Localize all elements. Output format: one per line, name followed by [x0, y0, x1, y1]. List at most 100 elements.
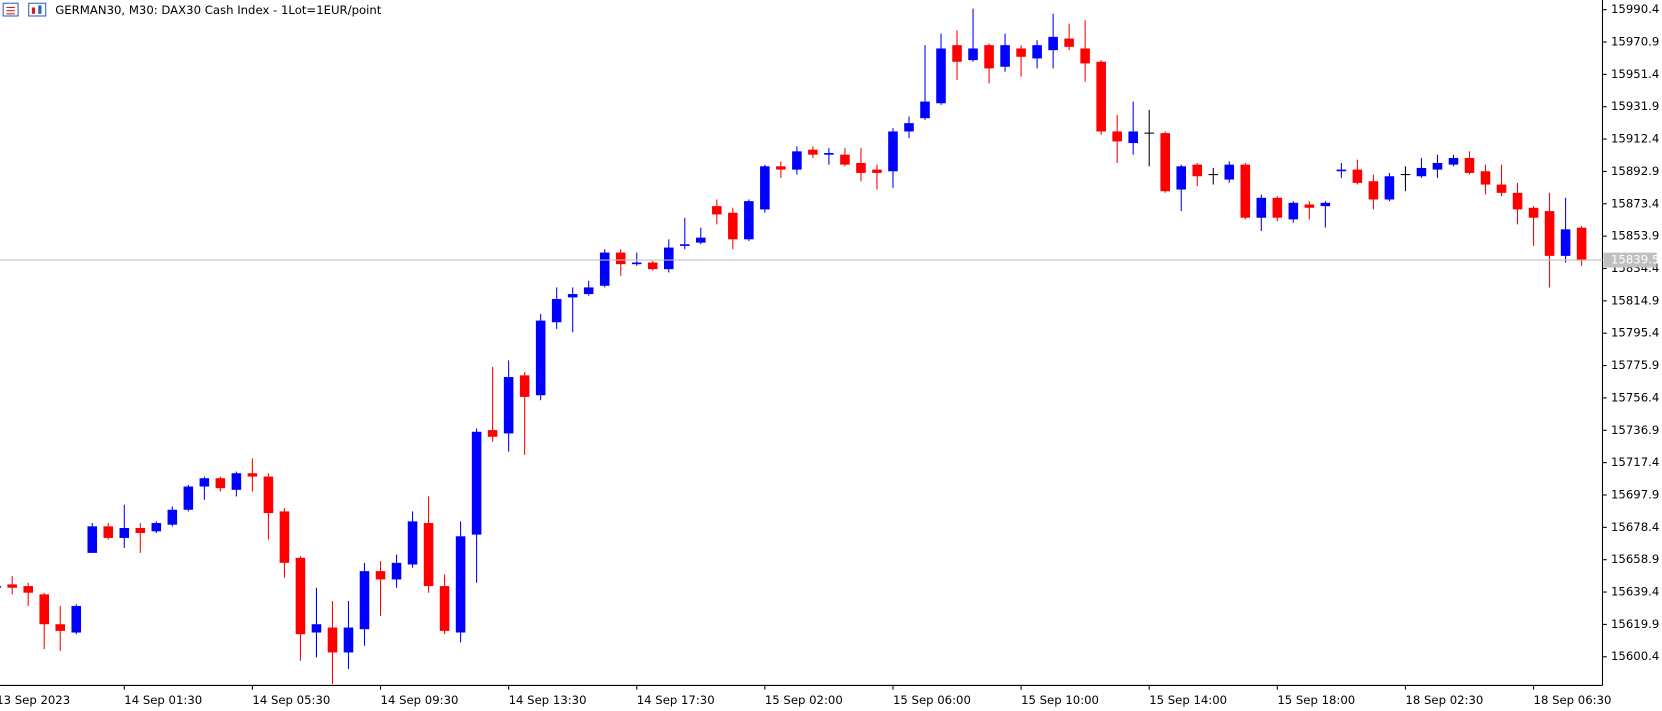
x-tick-label: 14 Sep 13:30: [509, 693, 587, 707]
candle-body: [888, 131, 898, 172]
candle-body: [1448, 157, 1459, 165]
icon-chart: [28, 2, 47, 17]
candle-body: [1336, 169, 1347, 172]
candle-body: [776, 166, 786, 170]
x-tick-label: 18 Sep 06:30: [1534, 693, 1612, 707]
candle-body: [1224, 164, 1235, 180]
y-tick-label: 15678.4: [1611, 520, 1659, 534]
candle-body: [1272, 197, 1283, 218]
y-tick-label: 15931.9: [1611, 99, 1659, 113]
candle-body: [1576, 227, 1587, 261]
candle-body: [1048, 36, 1058, 51]
x-tick-label: 15 Sep 18:00: [1277, 693, 1355, 707]
candle-body: [1160, 133, 1170, 192]
candle-body: [71, 605, 82, 633]
candle-body: [23, 586, 33, 593]
candle-body: [808, 149, 818, 155]
candle-body: [1368, 181, 1379, 200]
x-tick-label: 18 Sep 02:30: [1405, 693, 1483, 707]
candle-body: [471, 431, 482, 535]
candle-body: [311, 624, 322, 633]
candle-body: [7, 584, 17, 588]
candle-body: [760, 166, 770, 210]
candle-body: [519, 375, 530, 397]
candle-body: [151, 523, 162, 532]
candle-body: [696, 237, 706, 243]
candle-body: [231, 473, 242, 490]
candle-body: [712, 206, 722, 215]
icon-bar: [31, 7, 36, 14]
header-icons: [2, 2, 47, 17]
y-tick-label: 15990.4: [1611, 2, 1659, 16]
candle-body: [215, 478, 226, 489]
candle-body: [343, 627, 354, 653]
candle-body: [1416, 167, 1427, 177]
candle-body: [840, 154, 850, 165]
candle-body: [1432, 162, 1443, 170]
candle-body: [0, 586, 1, 588]
y-tick-label: 15736.9: [1611, 423, 1659, 437]
y-tick-label: 15951.4: [1611, 67, 1659, 81]
y-tick-label: 15853.9: [1611, 229, 1659, 243]
candle-body: [920, 101, 930, 119]
chart-title: GERMAN30, M30: DAX30 Cash Index - 1Lot=1…: [55, 3, 382, 17]
candle-body: [856, 162, 866, 173]
candle-body: [279, 511, 290, 563]
candle-body: [263, 476, 274, 514]
candle-body: [1320, 202, 1331, 207]
candle-body: [647, 262, 658, 270]
candle-body: [1384, 176, 1395, 200]
x-tick-label: 14 Sep 01:30: [124, 693, 202, 707]
candle-body: [327, 627, 338, 653]
candle-body: [1080, 48, 1090, 64]
candle-body: [680, 244, 690, 246]
candle-body: [1192, 164, 1203, 177]
candle-body: [55, 624, 66, 631]
candle-body: [744, 201, 754, 240]
x-tick-label: 14 Sep 05:30: [252, 693, 330, 707]
candle-body: [455, 536, 466, 633]
candle-body: [728, 212, 738, 240]
candle-body: [1176, 166, 1187, 190]
candle-body: [904, 123, 914, 132]
candle-body: [1240, 164, 1251, 218]
candle-body: [1496, 184, 1507, 193]
candle-body: [39, 594, 49, 625]
candle-body: [1016, 48, 1026, 57]
candle-body: [407, 521, 418, 565]
icon-list: [2, 2, 19, 17]
candle-body: [487, 430, 498, 437]
candle-body: [663, 247, 674, 270]
candle-body: [135, 527, 146, 533]
candle-body: [1560, 229, 1571, 256]
candle-body: [599, 252, 610, 286]
candle-body: [1096, 61, 1106, 132]
candle-body: [295, 557, 306, 635]
candle-body: [167, 509, 178, 525]
x-tick-label: 13 Sep 2023: [0, 693, 70, 707]
y-tick-label: 15775.9: [1611, 358, 1659, 372]
candle-body: [1352, 169, 1363, 183]
candle-body: [615, 252, 626, 265]
y-tick-label: 15970.9: [1611, 35, 1659, 49]
current-price-box: [1603, 252, 1657, 268]
current-price-label: 15839.5: [1611, 253, 1659, 267]
candle-body: [631, 262, 642, 265]
y-tick-label: 15873.4: [1611, 196, 1659, 210]
candle-body: [1464, 157, 1475, 173]
candle-body: [247, 473, 258, 477]
y-tick-label: 15697.9: [1611, 487, 1659, 501]
candle-body: [1480, 171, 1491, 185]
candle-body: [1064, 38, 1074, 47]
y-tick-label: 15658.9: [1611, 552, 1659, 566]
candle-body: [439, 586, 450, 631]
y-tick-label: 15639.4: [1611, 585, 1659, 599]
candle-body: [391, 562, 402, 580]
candle-body: [968, 48, 978, 61]
candle-body: [375, 571, 386, 580]
candle-body: [535, 320, 546, 396]
candle-body: [1000, 45, 1010, 67]
candle-body: [1544, 211, 1555, 256]
